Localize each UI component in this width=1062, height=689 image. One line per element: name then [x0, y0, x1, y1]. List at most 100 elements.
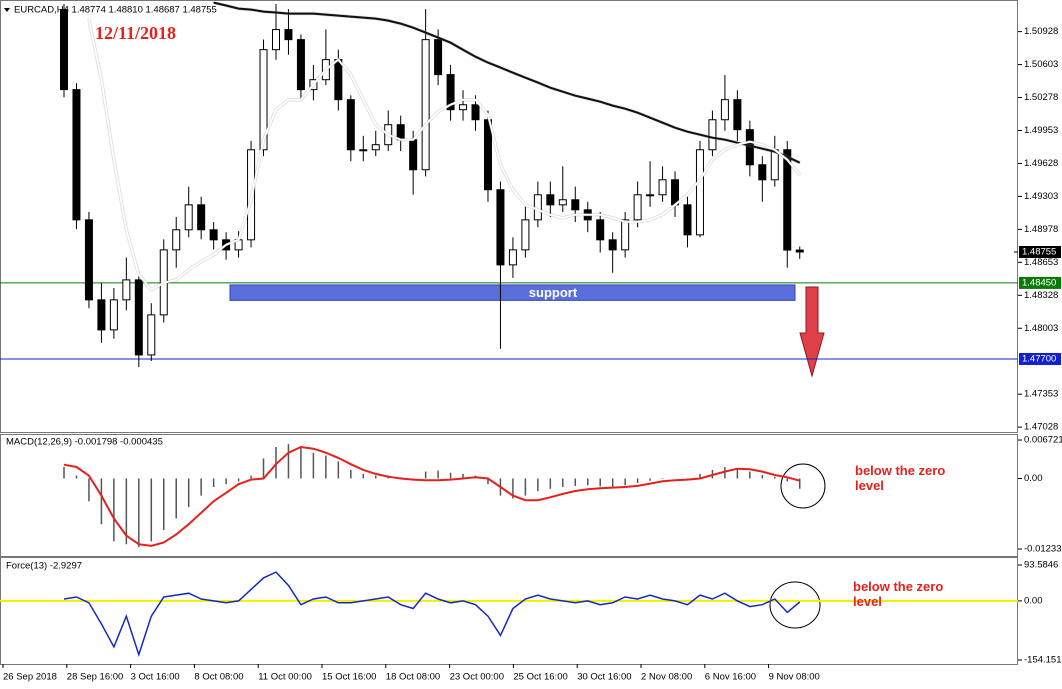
- candle-body: [795, 249, 804, 253]
- candle-body: [209, 229, 218, 241]
- candle-body: [508, 249, 517, 266]
- chart-header: EURCAD,H4 1.48774 1.48810 1.48687 1.4875…: [14, 5, 217, 16]
- arrow-shape: [799, 286, 825, 378]
- y-tick-label: 1.49953: [1024, 125, 1058, 136]
- x-tick-label: 6 Nov 16:00: [705, 672, 756, 683]
- candle-body: [621, 219, 630, 251]
- date-label: 12/11/2018: [95, 23, 176, 43]
- candle-body: [60, 9, 68, 91]
- candle-body: [720, 99, 729, 121]
- candle-body: [658, 179, 667, 196]
- price-tag: [1019, 276, 1061, 289]
- macd-title: MACD(12,26,9) -0.001798 -0.000435: [6, 437, 163, 448]
- candle-body: [596, 219, 605, 241]
- candle-body: [758, 164, 767, 181]
- y-tick-label: -0.012337: [1024, 544, 1062, 555]
- y-tick-label: 0.006721: [1024, 435, 1062, 446]
- y-tick-label: 1.48003: [1024, 323, 1058, 334]
- candle-body: [296, 39, 305, 91]
- y-tick-label: 1.49628: [1024, 158, 1058, 169]
- signal-line: [63, 445, 800, 547]
- force-line: [63, 571, 801, 658]
- support-label: support: [529, 285, 578, 300]
- bid-tag-label: 1.48755: [1022, 247, 1056, 258]
- annotation: below the zero level: [855, 463, 946, 493]
- x-tick-label: 18 Oct 08:00: [386, 672, 440, 683]
- candle-body: [446, 74, 455, 111]
- y-tick-label: 0.00: [1024, 473, 1043, 484]
- candle-body: [434, 39, 443, 76]
- candle-body: [396, 124, 405, 141]
- y-tick-label: 0.00: [1024, 595, 1043, 606]
- price-tag-label: 1.48450: [1022, 277, 1056, 288]
- candle-body: [633, 194, 642, 221]
- y-tick-label: 1.49303: [1024, 191, 1058, 202]
- x-tick-label: 25 Oct 16:00: [513, 672, 567, 683]
- candle-body: [471, 104, 480, 121]
- candle-body: [359, 149, 368, 152]
- force-title: Force(13) -2.9297: [6, 561, 82, 572]
- candle-body: [72, 89, 81, 221]
- x-tick-label: 11 Oct 00:00: [258, 672, 312, 683]
- candle-body: [646, 194, 655, 197]
- candle-body: [483, 119, 492, 191]
- candle-body: [334, 59, 343, 101]
- down-arrow: [799, 286, 825, 378]
- candle-body: [172, 229, 181, 251]
- candle-body: [459, 104, 468, 111]
- bid-tag: [1019, 245, 1061, 258]
- moving-average: [213, 1, 801, 164]
- x-tick-label: 8 Oct 08:00: [194, 672, 243, 683]
- y-tick-label: 1.50928: [1024, 26, 1058, 37]
- candle-body: [109, 299, 118, 331]
- support-zone: [229, 284, 796, 301]
- annotation: below the zero level: [853, 579, 944, 609]
- candle-body: [546, 194, 555, 206]
- x-tick-label: 23 Oct 00:00: [450, 672, 504, 683]
- candle-body: [783, 149, 792, 251]
- candle-body: [571, 199, 580, 211]
- candle-body: [496, 189, 505, 266]
- macd-panel-frame: [0, 434, 1018, 557]
- y-tick-label: 1.50278: [1024, 92, 1058, 103]
- candle-body: [770, 149, 779, 181]
- candle-body: [421, 39, 430, 171]
- y-tick-label: 1.47028: [1024, 422, 1058, 433]
- candle-body: [247, 149, 256, 241]
- candle-body: [558, 199, 567, 206]
- x-tick-label: 2 Nov 08:00: [641, 672, 692, 683]
- candle-body: [733, 99, 742, 131]
- candle-body: [147, 314, 156, 356]
- candle-body: [259, 49, 268, 151]
- moving-average: [87, 19, 801, 292]
- y-tick-label: 1.47353: [1024, 389, 1058, 400]
- candle-body: [284, 29, 293, 41]
- menu-triangle[interactable]: [4, 8, 10, 12]
- candle-body: [84, 219, 93, 301]
- y-tick-label: 93.5846: [1024, 560, 1058, 571]
- y-tick-label: 1.50603: [1024, 59, 1058, 70]
- y-tick-label: 1.48328: [1024, 290, 1058, 301]
- x-tick-label: 3 Oct 16:00: [131, 672, 180, 683]
- price-tag-label: 1.47700: [1022, 353, 1056, 364]
- force-panel-frame: [0, 557, 1018, 665]
- candle-body: [134, 279, 143, 356]
- x-tick-label: 9 Nov 08:00: [769, 672, 820, 683]
- candle-body: [695, 149, 704, 236]
- highlight-circle: [780, 463, 826, 509]
- candle-body: [122, 279, 131, 301]
- x-tick-label: 26 Sep 2018: [3, 672, 57, 683]
- candle-body: [184, 204, 193, 231]
- y-tick-label: 1.48653: [1024, 257, 1058, 268]
- candle-body: [371, 144, 380, 151]
- candle-body: [521, 219, 530, 251]
- y-tick-label: 1.48978: [1024, 224, 1058, 235]
- main-panel-frame: [0, 0, 1018, 433]
- price-tag: [1019, 352, 1061, 365]
- candle-body: [271, 29, 280, 51]
- candle-body: [533, 194, 542, 221]
- candle-body: [708, 119, 717, 151]
- candle-body: [97, 299, 106, 331]
